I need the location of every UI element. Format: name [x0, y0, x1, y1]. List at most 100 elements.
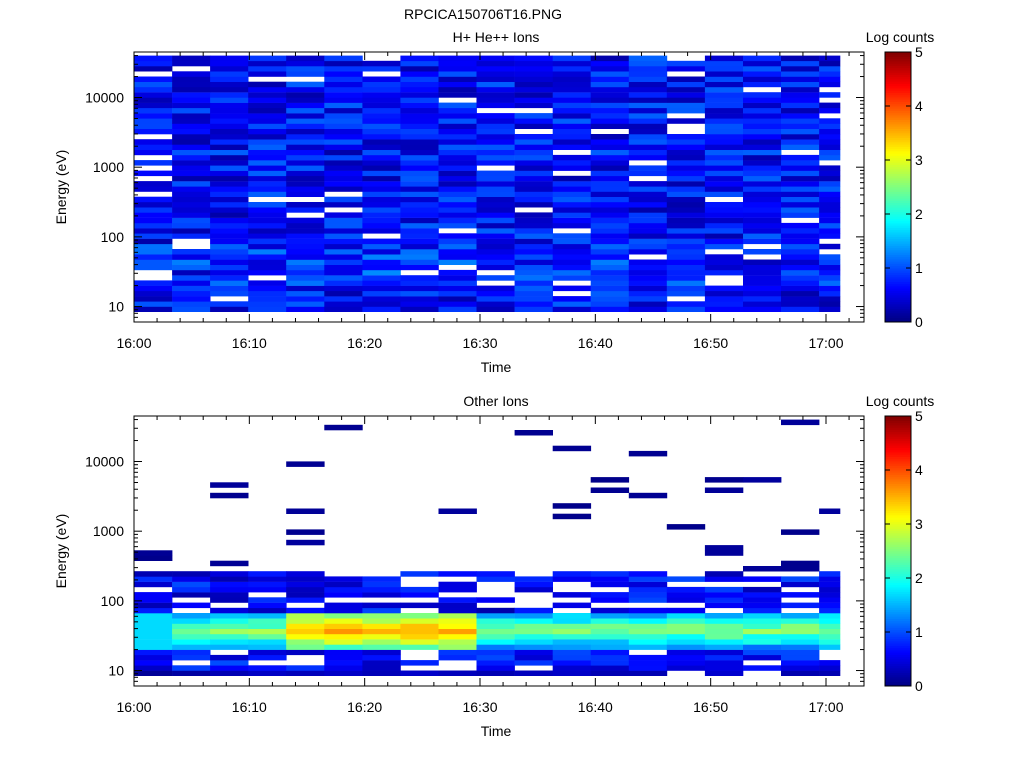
heatmap-cell — [704, 113, 744, 119]
heatmap-cell — [134, 306, 173, 312]
colorbar-segment — [885, 151, 911, 154]
colorbar-segment — [885, 670, 911, 673]
heatmap-cell — [628, 654, 668, 661]
heatmap-cell — [476, 212, 515, 218]
heatmap-cell — [666, 228, 706, 234]
heatmap-cell — [704, 128, 744, 135]
heatmap-cell — [628, 571, 668, 577]
heatmap-cell — [476, 628, 515, 635]
heatmap-cell — [704, 165, 744, 171]
heatmap-cell — [362, 306, 401, 312]
colorbar-tick-label: 2 — [915, 206, 923, 222]
heatmap-cell — [704, 290, 744, 297]
colorbar-segment — [885, 416, 911, 419]
heatmap-cell — [743, 633, 782, 640]
heatmap-cell — [438, 71, 477, 77]
heatmap-cell — [362, 196, 401, 203]
heatmap-cell — [743, 613, 782, 619]
heatmap-cell — [172, 175, 211, 182]
heatmap-cell — [248, 576, 287, 582]
heatmap-cell — [476, 618, 515, 624]
heatmap-cell — [476, 66, 515, 72]
colorbar-segment — [885, 683, 911, 687]
heatmap-cell — [514, 233, 553, 239]
heatmap-cell — [743, 597, 782, 603]
heatmap-cell — [286, 581, 325, 588]
heatmap-cell — [819, 602, 841, 609]
heatmap-cell — [248, 259, 287, 265]
colorbar-segment — [885, 92, 911, 96]
heatmap-cell — [628, 181, 668, 187]
heatmap-cell — [590, 592, 630, 598]
heatmap-cell — [743, 623, 782, 629]
heatmap-cell — [628, 233, 668, 239]
colorbar-segment — [885, 133, 911, 136]
heatmap-cell — [781, 670, 820, 676]
heatmap-cell — [781, 613, 820, 619]
colorbar-segment — [885, 677, 911, 680]
plot-frame — [133, 415, 865, 687]
heatmap-cell — [781, 296, 820, 302]
heatmap-cell — [476, 113, 515, 119]
colorbar-segment — [885, 277, 911, 280]
heatmap-cell — [743, 134, 782, 140]
heatmap-cell — [248, 628, 287, 635]
heatmap-cell — [400, 628, 439, 635]
colorbar-segment — [885, 171, 911, 174]
heatmap-cell — [476, 202, 515, 208]
colorbar-segment — [885, 103, 911, 107]
heatmap-cell — [400, 128, 439, 135]
heatmap-cell — [210, 238, 249, 245]
colorbar-segment — [885, 659, 911, 662]
heatmap-cell — [704, 571, 744, 577]
heatmap-cell — [514, 576, 553, 582]
heatmap-cell — [286, 60, 325, 67]
heatmap-cell — [743, 233, 782, 239]
heatmap-cell — [704, 160, 744, 166]
heatmap-cell — [286, 296, 325, 302]
heatmap-cell — [666, 285, 706, 292]
heatmap-cell — [781, 81, 820, 88]
heatmap-cell — [400, 228, 439, 234]
heatmap-cell — [210, 123, 249, 129]
heatmap-cell — [400, 196, 439, 203]
heatmap-cell — [362, 139, 401, 145]
heatmap-cell — [704, 665, 744, 671]
heatmap-cell — [666, 175, 706, 182]
colorbar-segment — [885, 166, 911, 170]
colorbar-segment — [885, 108, 911, 111]
heatmap-cell — [324, 165, 363, 171]
heatmap-cell — [781, 660, 820, 666]
heatmap-cell — [324, 102, 363, 109]
heatmap-cell — [210, 623, 249, 629]
heatmap-cell — [210, 228, 249, 234]
heatmap-cell — [324, 228, 363, 234]
heatmap-cell — [666, 597, 706, 603]
heatmap-cell — [248, 264, 287, 271]
colorbar-segment — [885, 288, 911, 291]
heatmap-cell — [172, 76, 211, 82]
heatmap-cell — [552, 254, 592, 260]
heatmap-cell — [248, 66, 287, 72]
heatmap-cell — [704, 55, 744, 62]
heatmap-cell — [324, 670, 363, 676]
heatmap-cell — [704, 649, 744, 656]
heatmap-cell — [552, 269, 592, 276]
heatmap-cell — [781, 181, 820, 187]
heatmap-cell — [743, 264, 782, 271]
heatmap-cell — [134, 181, 173, 187]
heatmap-cell — [248, 55, 287, 62]
heatmap-cell — [514, 160, 553, 166]
heatmap-cell — [210, 264, 249, 271]
heatmap-cell — [552, 139, 592, 145]
heatmap-cell — [400, 71, 439, 77]
colorbar-segment — [885, 220, 911, 224]
heatmap-cell — [438, 285, 477, 292]
heatmap-cell — [438, 118, 477, 124]
colorbar-segment — [885, 117, 911, 120]
heatmap-cell — [438, 306, 477, 312]
heatmap-cell — [819, 149, 841, 156]
heatmap-cell — [781, 618, 820, 624]
y-axis-label: Energy (eV) — [53, 514, 69, 589]
heatmap-cell — [628, 613, 668, 619]
